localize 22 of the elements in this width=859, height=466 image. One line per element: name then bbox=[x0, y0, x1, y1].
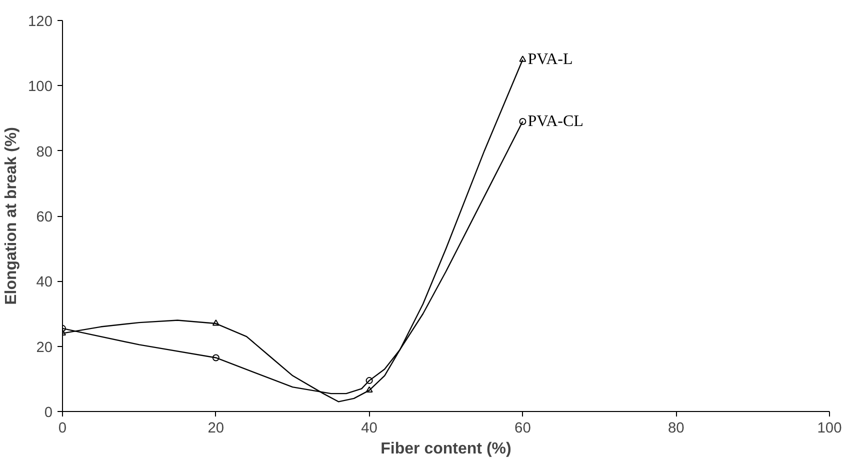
point bbox=[212, 354, 220, 362]
y-tick-label: 0 bbox=[44, 405, 53, 421]
y-tick-label: 80 bbox=[36, 144, 53, 160]
point bbox=[366, 386, 373, 393]
y-axis-title: Elongation at break (%) bbox=[3, 127, 20, 305]
x-tick-label: 40 bbox=[361, 420, 378, 436]
x-tick-label: 80 bbox=[668, 420, 684, 436]
x-tick-label: 100 bbox=[817, 420, 842, 436]
y-tick-label: 100 bbox=[28, 79, 53, 96]
y-tick-label: 40 bbox=[36, 274, 53, 291]
y-tick-label: 60 bbox=[36, 210, 53, 226]
point bbox=[212, 320, 220, 326]
series-label: PVA-L bbox=[528, 51, 573, 68]
x-tick-label: 60 bbox=[514, 420, 531, 436]
series-label: PVA-CL bbox=[528, 113, 584, 130]
point bbox=[366, 377, 373, 384]
x-tick-label: 0 bbox=[58, 420, 67, 436]
y-tick-label: 20 bbox=[36, 340, 53, 356]
y-tick-label: 120 bbox=[28, 14, 53, 30]
point bbox=[519, 56, 526, 62]
x-tick-label: 20 bbox=[208, 420, 224, 436]
x-axis-title: Fiber content (%) bbox=[380, 440, 512, 458]
